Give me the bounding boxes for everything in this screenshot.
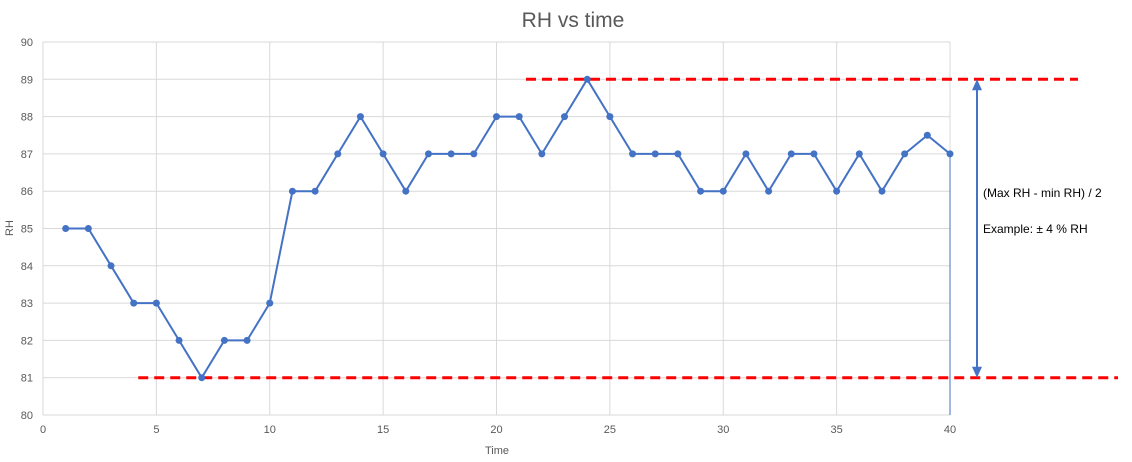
y-tick-label: 80 bbox=[21, 410, 33, 422]
x-axis-tick-labels: 0 5 10 15 20 25 30 35 40 bbox=[40, 424, 956, 436]
series-line bbox=[65, 78, 951, 415]
x-tick-label: 20 bbox=[490, 424, 502, 436]
data-point bbox=[946, 150, 954, 158]
y-tick-label: 83 bbox=[21, 298, 33, 310]
range-arrow bbox=[972, 79, 982, 378]
gridlines bbox=[42, 41, 951, 416]
x-tick-label: 30 bbox=[717, 424, 729, 436]
data-point bbox=[606, 113, 614, 121]
data-point bbox=[810, 150, 818, 158]
data-point bbox=[697, 187, 705, 195]
data-point bbox=[198, 374, 206, 382]
y-tick-label: 84 bbox=[21, 261, 33, 273]
x-tick-label: 35 bbox=[831, 424, 843, 436]
x-axis-title: Time bbox=[485, 445, 509, 457]
data-point bbox=[855, 150, 863, 158]
data-point bbox=[515, 113, 523, 121]
data-point bbox=[311, 187, 319, 195]
data-point bbox=[243, 336, 251, 344]
data-point bbox=[651, 150, 659, 158]
reference-lines bbox=[138, 77, 1118, 380]
data-point bbox=[402, 187, 410, 195]
annotation-formula: (Max RH - min RH) / 2 bbox=[983, 186, 1102, 200]
chart-title: RH vs time bbox=[522, 9, 625, 32]
y-tick-label: 90 bbox=[21, 37, 33, 49]
data-point bbox=[130, 299, 138, 307]
y-tick-label: 89 bbox=[21, 74, 33, 86]
data-point bbox=[674, 150, 682, 158]
x-tick-label: 0 bbox=[40, 424, 46, 436]
y-tick-label: 81 bbox=[21, 373, 33, 385]
data-point bbox=[901, 150, 909, 158]
data-point bbox=[175, 336, 183, 344]
data-point bbox=[833, 187, 841, 195]
data-point bbox=[765, 187, 773, 195]
data-point bbox=[470, 150, 478, 158]
data-point bbox=[719, 187, 727, 195]
x-tick-label: 10 bbox=[264, 424, 276, 436]
y-tick-label: 87 bbox=[21, 149, 33, 161]
data-point bbox=[787, 150, 795, 158]
y-axis-title: RH bbox=[4, 220, 16, 236]
data-point bbox=[538, 150, 546, 158]
arrow-head-top bbox=[972, 79, 982, 91]
data-point bbox=[447, 150, 455, 158]
arrow-head-bottom bbox=[972, 366, 982, 378]
data-point bbox=[583, 75, 591, 83]
data-point bbox=[561, 113, 569, 121]
data-point bbox=[878, 187, 886, 195]
data-point bbox=[629, 150, 637, 158]
y-tick-label: 82 bbox=[21, 335, 33, 347]
data-point bbox=[923, 131, 931, 139]
data-point bbox=[334, 150, 342, 158]
series-path bbox=[65, 78, 951, 379]
data-point bbox=[424, 150, 432, 158]
annotation-example: Example: ± 4 % RH bbox=[983, 222, 1088, 236]
x-tick-label: 5 bbox=[153, 424, 159, 436]
x-tick-label: 25 bbox=[604, 424, 616, 436]
data-point bbox=[220, 336, 228, 344]
y-tick-label: 86 bbox=[21, 186, 33, 198]
data-point bbox=[266, 299, 274, 307]
data-point bbox=[356, 113, 364, 121]
data-points bbox=[62, 75, 954, 382]
y-axis-tick-labels: 80 81 82 83 84 85 86 87 88 89 90 bbox=[21, 37, 33, 422]
y-tick-label: 85 bbox=[21, 224, 33, 236]
data-point bbox=[62, 225, 70, 232]
data-point bbox=[379, 150, 387, 158]
y-tick-label: 88 bbox=[21, 112, 33, 124]
x-tick-label: 40 bbox=[944, 424, 956, 436]
data-point bbox=[742, 150, 750, 158]
data-point bbox=[84, 225, 92, 232]
x-tick-label: 15 bbox=[377, 424, 389, 436]
data-point bbox=[152, 299, 160, 307]
data-point bbox=[493, 113, 500, 121]
data-point bbox=[288, 187, 296, 195]
data-point bbox=[107, 262, 115, 270]
